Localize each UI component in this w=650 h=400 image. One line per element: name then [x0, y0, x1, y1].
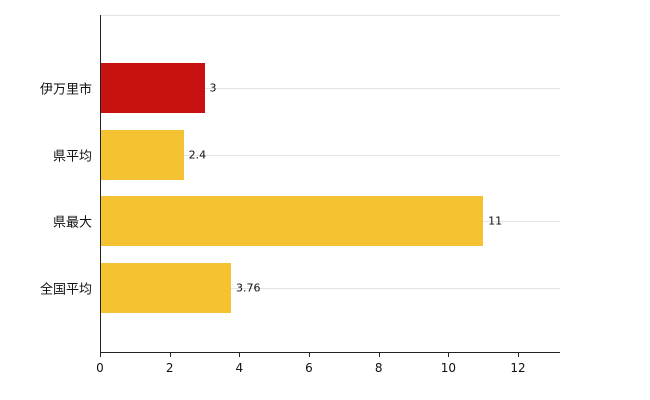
x-tick-label: 4 — [235, 361, 244, 375]
x-axis-tick — [169, 352, 171, 357]
bar-value-label: 2.4 — [188, 148, 207, 161]
category-gridline — [100, 287, 560, 289]
x-tick-label: 6 — [305, 361, 313, 375]
x-axis-tick — [239, 352, 241, 357]
y-axis-line — [100, 15, 101, 352]
category-gridline — [100, 154, 560, 156]
category-gridline — [100, 88, 560, 89]
x-axis-tick — [518, 352, 519, 357]
bar-value-label: 3 — [209, 81, 217, 95]
x-tick-label: 12 — [510, 361, 526, 375]
x-axis-tick — [448, 352, 450, 357]
bar — [100, 63, 205, 113]
x-tick-label: 2 — [165, 361, 174, 375]
category-label: 県最大 — [52, 215, 92, 231]
x-axis-tick — [378, 352, 380, 357]
bar-value-label: 3.76 — [235, 281, 261, 294]
bar — [100, 196, 484, 246]
category-label: 県平均 — [52, 149, 92, 164]
bar — [100, 129, 184, 180]
bar-value-label: 11 — [488, 214, 503, 228]
plot-top-gridline — [100, 15, 560, 16]
x-tick-label: 10 — [440, 361, 456, 375]
x-tick-label: 8 — [374, 361, 383, 375]
category-label: 全国平均 — [39, 282, 92, 297]
x-axis-line — [100, 352, 560, 353]
x-axis-tick — [100, 352, 101, 357]
bar — [100, 262, 231, 313]
x-axis-tick — [309, 352, 310, 357]
x-tick-label: 0 — [96, 361, 104, 375]
category-label: 伊万里市 — [39, 82, 92, 98]
